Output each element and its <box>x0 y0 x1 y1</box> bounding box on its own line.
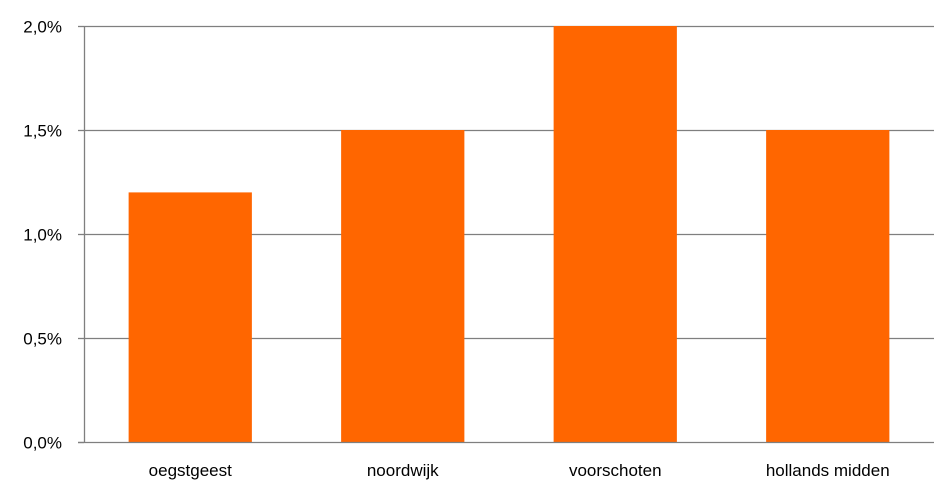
x-tick-label: oegstgeest <box>149 461 232 480</box>
x-tick-label: voorschoten <box>569 461 662 480</box>
y-tick-labels: 0,0% 0,5% 1,0% 1,5% 2,0% <box>23 18 62 453</box>
x-tick-labels: oegstgeest noordwijk voorschoten hollands m… <box>149 461 890 480</box>
bar-hollands-midden <box>766 130 890 442</box>
y-tick-label: 1,0% <box>23 226 62 245</box>
y-tick-label: 1,5% <box>23 122 62 141</box>
bar-voorschoten <box>553 26 677 442</box>
bars <box>128 26 890 442</box>
y-tick-label: 0,0% <box>23 434 62 453</box>
y-tick-label: 2,0% <box>23 18 62 37</box>
x-tick-label: hollands midden <box>766 461 890 480</box>
bar-noordwijk <box>341 130 465 442</box>
bar-oegstgeest <box>128 192 252 442</box>
y-tick-label: 0,5% <box>23 330 62 349</box>
x-tick-label: noordwijk <box>367 461 439 480</box>
axes <box>78 25 934 444</box>
